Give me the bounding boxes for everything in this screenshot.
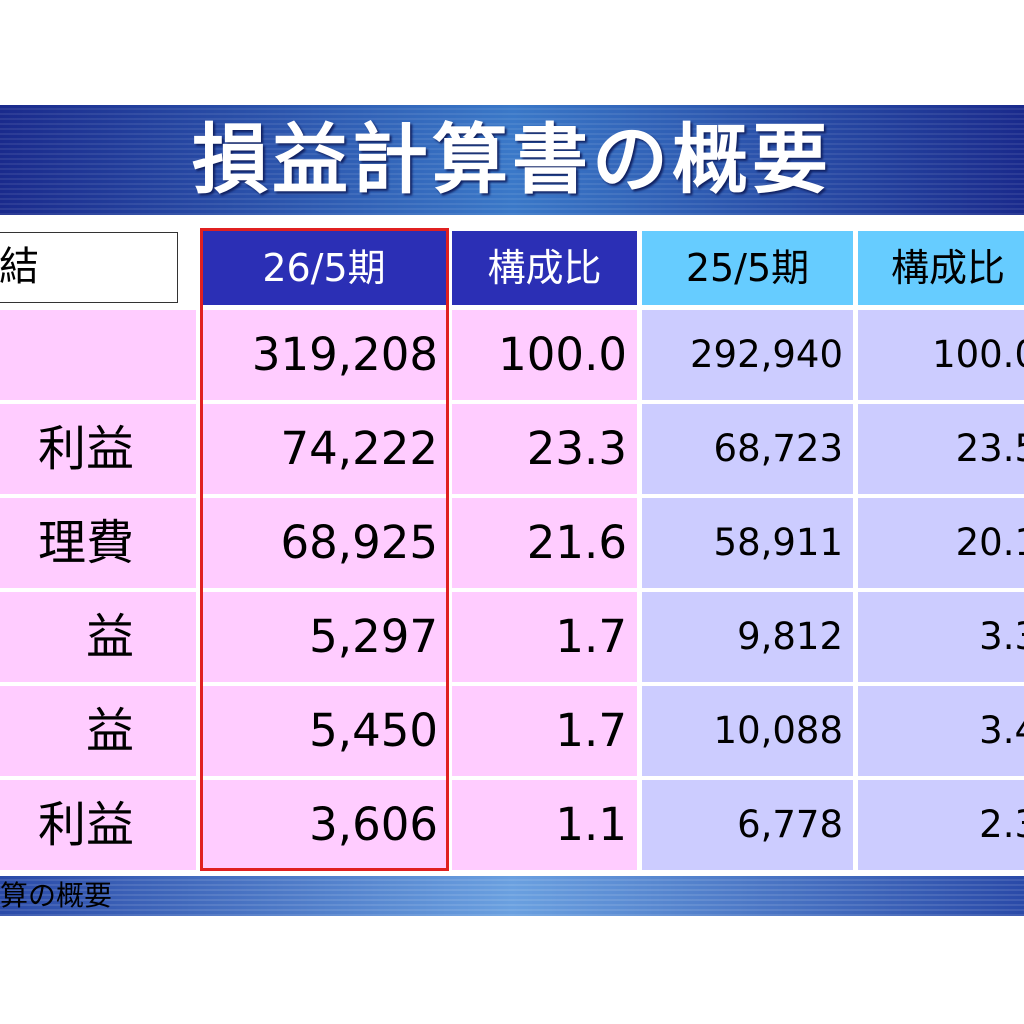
table-cell: 1.7 bbox=[452, 686, 637, 776]
row-label: 益 bbox=[0, 686, 196, 776]
table-cell: 5,297 bbox=[200, 592, 448, 682]
table-cell: 68,925 bbox=[200, 498, 448, 588]
corner-cell: 結 bbox=[0, 232, 178, 303]
row-label: 利益 bbox=[0, 404, 196, 494]
row-label: 益 bbox=[0, 592, 196, 682]
table-cell: 68,723 bbox=[642, 404, 853, 494]
slide-title: 損益計算書の概要 bbox=[192, 115, 832, 204]
row-label: 理費 bbox=[0, 498, 196, 588]
table-cell: 1.1 bbox=[452, 780, 637, 870]
table-cell: 292,940 bbox=[642, 310, 853, 400]
table-cell: 1.7 bbox=[452, 592, 637, 682]
table-cell: 10,088 bbox=[642, 686, 853, 776]
table-cell: 23.3 bbox=[452, 404, 637, 494]
table-cell: 58,911 bbox=[642, 498, 853, 588]
table-cell: 319,208 bbox=[200, 310, 448, 400]
table-cell: 100.0 bbox=[858, 310, 1024, 400]
table-cell: 2.3 bbox=[858, 780, 1024, 870]
table-cell: 6,778 bbox=[642, 780, 853, 870]
table-cell: 9,812 bbox=[642, 592, 853, 682]
table-cell: 5,450 bbox=[200, 686, 448, 776]
table-cell: 23.5 bbox=[858, 404, 1024, 494]
table-cell: 3.3 bbox=[858, 592, 1024, 682]
table-cell: 100.0 bbox=[452, 310, 637, 400]
title-banner bbox=[0, 105, 1024, 215]
table-cell: 21.6 bbox=[452, 498, 637, 588]
footer-band bbox=[0, 876, 1024, 916]
highlight-frame bbox=[200, 228, 449, 871]
row-label bbox=[0, 310, 196, 400]
footer-text: 算の概要 bbox=[0, 879, 113, 912]
column-header: 25/5期 bbox=[642, 231, 853, 305]
table-cell: 20.1 bbox=[858, 498, 1024, 588]
column-header: 26/5期 bbox=[200, 231, 448, 305]
table-cell: 3.4 bbox=[858, 686, 1024, 776]
table-cell: 74,222 bbox=[200, 404, 448, 494]
row-label: 利益 bbox=[0, 780, 196, 870]
table-cell: 3,606 bbox=[200, 780, 448, 870]
column-header: 構成比 bbox=[858, 231, 1024, 305]
column-header: 構成比 bbox=[452, 231, 637, 305]
